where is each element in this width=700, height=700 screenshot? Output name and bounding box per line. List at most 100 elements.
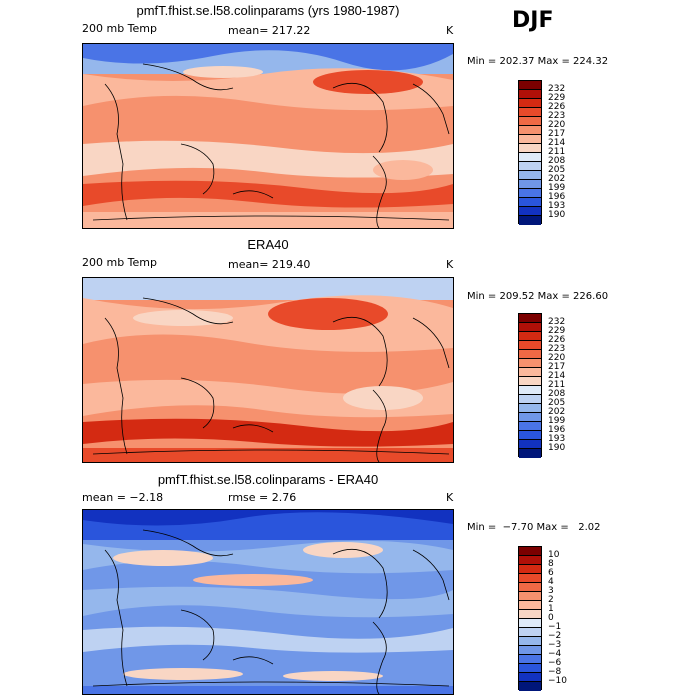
colorbar-tick-label: 6 bbox=[548, 567, 554, 578]
colorbar-tick-label: 190 bbox=[548, 209, 566, 220]
colorbar-tick-label: 2 bbox=[548, 594, 554, 605]
colorbar-tick-label: −3 bbox=[548, 639, 562, 650]
colorbar-segment bbox=[519, 592, 541, 601]
panel-1-colorbar bbox=[518, 80, 542, 225]
colorbar-segment bbox=[519, 449, 541, 458]
colorbar-tick-label: 229 bbox=[548, 325, 566, 336]
colorbar-tick-label: −1 bbox=[548, 621, 562, 632]
colorbar-tick-label: 208 bbox=[548, 155, 566, 166]
colorbar-tick-label: 196 bbox=[548, 424, 566, 435]
colorbar-tick-label: −6 bbox=[548, 657, 562, 668]
colorbar-tick-label: 214 bbox=[548, 137, 566, 148]
colorbar-segment bbox=[519, 180, 541, 189]
colorbar-tick-label: 193 bbox=[548, 200, 566, 211]
colorbar-segment bbox=[519, 108, 541, 117]
panel-2-mean-label: mean= 219.40 bbox=[228, 258, 311, 271]
colorbar-segment bbox=[519, 646, 541, 655]
panel-3-units: K bbox=[446, 491, 454, 504]
colorbar-segment bbox=[519, 619, 541, 628]
panel-2-title: ERA40 bbox=[247, 237, 289, 252]
colorbar-tick-label: −8 bbox=[548, 666, 562, 677]
colorbar-tick-label: 223 bbox=[548, 343, 566, 354]
colorbar-tick-label: 232 bbox=[548, 316, 566, 327]
colorbar-segment bbox=[519, 395, 541, 404]
colorbar-segment bbox=[519, 216, 541, 225]
colorbar-segment bbox=[519, 610, 541, 619]
colorbar-segment bbox=[519, 171, 541, 180]
colorbar-tick-label: 223 bbox=[548, 110, 566, 121]
colorbar-tick-label: 202 bbox=[548, 173, 566, 184]
panel-3-map bbox=[82, 509, 454, 695]
colorbar-segment bbox=[519, 655, 541, 664]
colorbar-segment bbox=[519, 314, 541, 323]
colorbar-tick-label: 208 bbox=[548, 388, 566, 399]
colorbar-segment bbox=[519, 664, 541, 673]
panel-3-title: pmfT.fhist.se.l58.colinparams - ERA40 bbox=[157, 472, 379, 487]
colorbar-segment bbox=[519, 565, 541, 574]
colorbar-segment bbox=[519, 341, 541, 350]
panel-1-min-max: Min = 202.37 Max = 224.32 bbox=[467, 56, 609, 67]
colorbar-segment bbox=[519, 673, 541, 682]
panel-2-colorbar bbox=[518, 313, 542, 458]
panel-1-mean-label: mean= 217.22 bbox=[228, 24, 311, 37]
panel-1-map bbox=[82, 43, 454, 229]
panel-1-title: pmfT.fhist.se.l58.colinparams (yrs 1980-… bbox=[136, 3, 400, 18]
colorbar-segment bbox=[519, 413, 541, 422]
colorbar-tick-label: 0 bbox=[548, 612, 554, 623]
colorbar-segment bbox=[519, 440, 541, 449]
colorbar-segment bbox=[519, 99, 541, 108]
colorbar-tick-label: −2 bbox=[548, 630, 562, 641]
colorbar-segment bbox=[519, 556, 541, 565]
colorbar-segment bbox=[519, 162, 541, 171]
colorbar-tick-label: 190 bbox=[548, 442, 566, 453]
colorbar-tick-label: 229 bbox=[548, 92, 566, 103]
panel-2-variable-label: 200 mb Temp bbox=[82, 256, 158, 269]
colorbar-segment bbox=[519, 431, 541, 440]
colorbar-tick-label: 214 bbox=[548, 370, 566, 381]
colorbar-tick-label: 3 bbox=[548, 585, 554, 596]
colorbar-tick-label: 217 bbox=[548, 128, 566, 139]
colorbar-segment bbox=[519, 81, 541, 90]
colorbar-segment bbox=[519, 198, 541, 207]
panel-3-min-max: Min = −7.70 Max = 2.02 bbox=[467, 522, 601, 533]
colorbar-segment bbox=[519, 547, 541, 556]
colorbar-segment bbox=[519, 90, 541, 99]
season-label: DJF bbox=[512, 8, 554, 33]
panel-1-variable-label: 200 mb Temp bbox=[82, 22, 158, 35]
colorbar-segment bbox=[519, 189, 541, 198]
colorbar-tick-label: 226 bbox=[548, 334, 566, 345]
panel-2-min-max: Min = 209.52 Max = 226.60 bbox=[467, 291, 609, 302]
colorbar-segment bbox=[519, 574, 541, 583]
colorbar-segment bbox=[519, 144, 541, 153]
colorbar-segment bbox=[519, 628, 541, 637]
colorbar-tick-label: 1 bbox=[548, 603, 554, 614]
colorbar-segment bbox=[519, 126, 541, 135]
colorbar-segment bbox=[519, 323, 541, 332]
colorbar-tick-label: 211 bbox=[548, 146, 566, 157]
colorbar-segment bbox=[519, 207, 541, 216]
colorbar-tick-label: 220 bbox=[548, 352, 566, 363]
panel-3-colorbar bbox=[518, 546, 542, 691]
colorbar-tick-label: 10 bbox=[548, 549, 560, 560]
colorbar-segment bbox=[519, 601, 541, 610]
colorbar-segment bbox=[519, 386, 541, 395]
colorbar-tick-label: 199 bbox=[548, 415, 566, 426]
panel-3-mean-label: mean = −2.18 bbox=[82, 491, 164, 504]
colorbar-segment bbox=[519, 117, 541, 126]
colorbar-tick-label: 205 bbox=[548, 164, 566, 175]
colorbar-segment bbox=[519, 377, 541, 386]
colorbar-segment bbox=[519, 583, 541, 592]
colorbar-segment bbox=[519, 135, 541, 144]
panel-1-units: K bbox=[446, 24, 454, 37]
colorbar-tick-label: 226 bbox=[548, 101, 566, 112]
colorbar-tick-label: 196 bbox=[548, 191, 566, 202]
colorbar-segment bbox=[519, 637, 541, 646]
colorbar-segment bbox=[519, 368, 541, 377]
colorbar-tick-label: 193 bbox=[548, 433, 566, 444]
colorbar-tick-label: 4 bbox=[548, 576, 554, 587]
colorbar-tick-label: −10 bbox=[548, 675, 567, 686]
colorbar-segment bbox=[519, 404, 541, 413]
colorbar-segment bbox=[519, 422, 541, 431]
panel-3-rmse-label: rmse = 2.76 bbox=[228, 491, 297, 504]
colorbar-tick-label: 211 bbox=[548, 379, 566, 390]
